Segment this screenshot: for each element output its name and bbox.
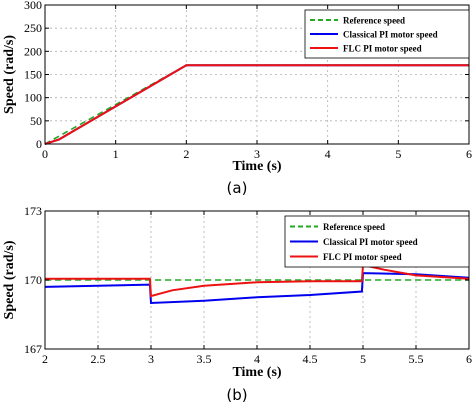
series-line-3 — [44, 64, 469, 145]
legend-label-2: Classical PI motor speed — [343, 30, 438, 40]
legend-label-3: FLC PI motor speed — [323, 252, 402, 262]
x-tick-label: 2 — [42, 352, 48, 366]
x-tick-label: 3 — [254, 147, 260, 161]
x-tick-label: 1 — [113, 147, 119, 161]
series-line-2 — [44, 272, 470, 305]
x-tick-label: 2 — [183, 147, 189, 161]
legend: Reference speed Classical PI motor speed F… — [304, 9, 470, 59]
y-tick-label: 167 — [24, 342, 42, 356]
x-tick-label: 4.5 — [303, 352, 318, 366]
y-tick-label: 170 — [24, 273, 42, 287]
y-tick-label: 150 — [24, 68, 42, 82]
x-tick-label: 4 — [325, 147, 331, 161]
x-tick-label: 6 — [466, 352, 472, 366]
y-tick-label: 0 — [36, 137, 42, 151]
y-tick-label: 250 — [24, 21, 42, 35]
x-tick-label: 5 — [395, 147, 401, 161]
x-tick-label: 6 — [466, 147, 472, 161]
y-tick-label: 173 — [24, 204, 42, 218]
legend-label-1: Reference speed — [343, 16, 405, 26]
y-axis-label: Speed (rad/s) — [2, 240, 17, 319]
y-tick-label: 50 — [30, 114, 42, 128]
subplot-label: (a) — [227, 179, 248, 197]
x-tick-label: 2.5 — [91, 352, 106, 366]
y-tick-label: 300 — [24, 0, 42, 12]
x-axis-label: Time (s) — [232, 159, 281, 174]
x-tick-label: 0 — [42, 147, 48, 161]
legend-label-1: Reference speed — [323, 222, 385, 232]
chart-panel-1: 0 1 2 3 4 5 6 0 50 100 150 200 250 300 Time (s) Speed (… — [2, 0, 472, 197]
subplot-label: (b) — [226, 386, 247, 404]
legend-label-3: FLC PI motor speed — [343, 44, 422, 54]
x-tick-label: 5.5 — [409, 352, 424, 366]
series-line-3 — [45, 263, 470, 298]
x-tick-label: 4 — [254, 352, 260, 366]
y-axis-label: Speed (rad/s) — [2, 35, 17, 114]
x-tick-label: 5 — [360, 352, 366, 366]
x-tick-label: 3 — [148, 352, 154, 366]
x-axis-label: Time (s) — [232, 365, 281, 380]
legend-label-2: Classical PI motor speed — [323, 237, 418, 247]
chart-panel-2: 2 2.5 3 3.5 4 4.5 5 5.5 6 167 170 173 Time (s) Speed … — [2, 204, 472, 404]
y-tick-label: 200 — [24, 44, 42, 58]
legend: Reference speed Classical PI motor speed F… — [284, 215, 470, 268]
y-tick-label: 100 — [24, 91, 42, 105]
x-tick-label: 3.5 — [197, 352, 212, 366]
